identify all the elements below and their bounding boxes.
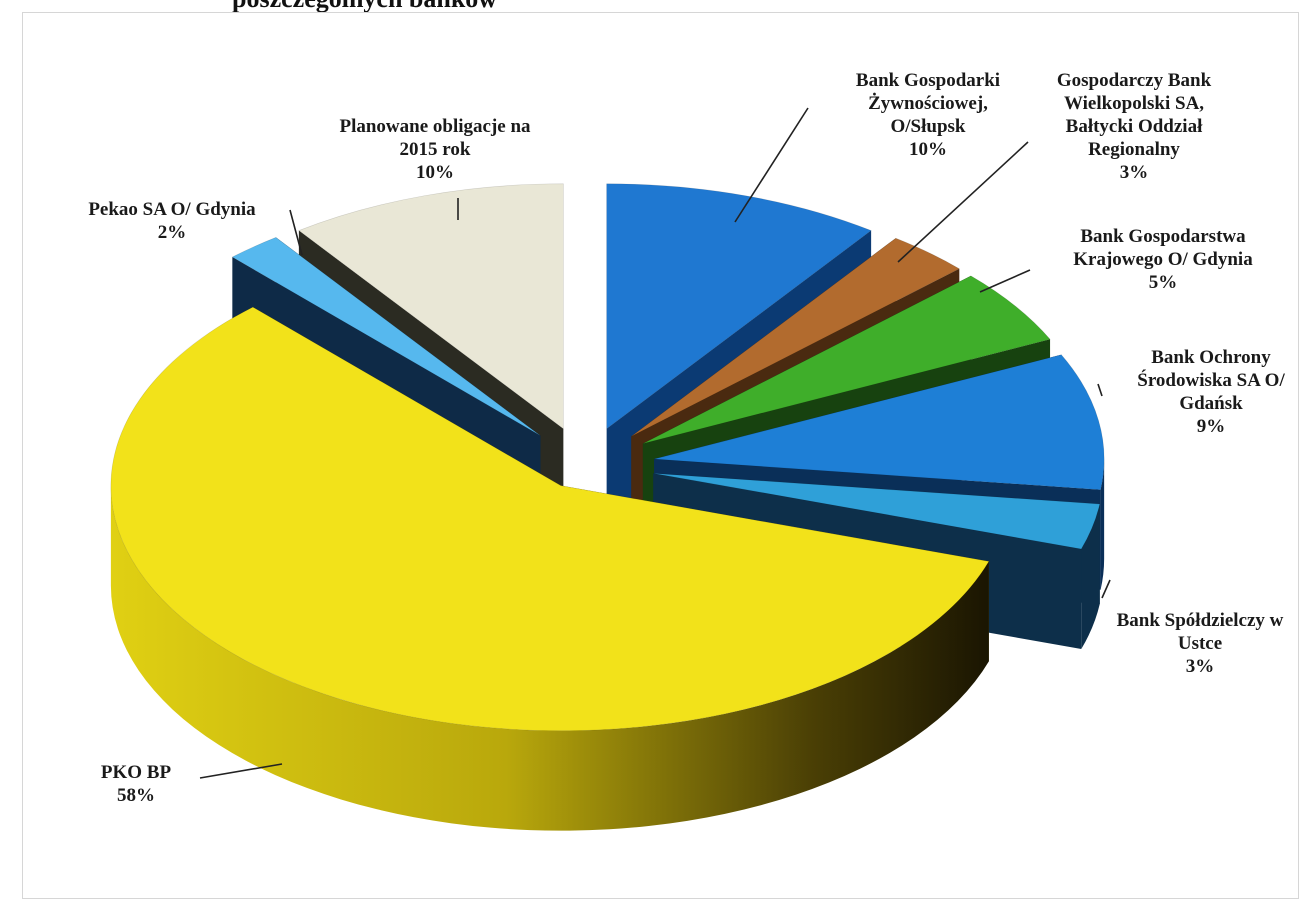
slice-label-line: Bank Spółdzielczy w — [1117, 610, 1284, 631]
pie-slice-rim — [1100, 459, 1105, 590]
slice-label-line: Środowiska SA O/ — [1137, 369, 1285, 391]
slice-label: Bank Gospodarstwa Krajowego O/ Gdynia 5% — [1073, 226, 1253, 293]
slice-percent: 10% — [416, 162, 454, 183]
leader-line — [734, 107, 809, 223]
slice-percent: 3% — [1186, 656, 1215, 677]
slice-label: Bank Gospodarki Żywnościowej, O/Słupsk 10% — [856, 70, 1000, 160]
leader-line — [289, 209, 303, 256]
slice-percent: 58% — [117, 785, 155, 806]
labels-layer: Bank Gospodarki Żywnościowej, O/Słupsk 10%G… — [88, 70, 1285, 806]
pie-slice-rim — [1081, 504, 1100, 650]
slice-label-line: Żywnościowej, — [868, 93, 988, 114]
leader-line — [897, 141, 1029, 263]
slice-label: Bank Ochrony Środowiska SA O/Gdańsk 9% — [1137, 347, 1285, 437]
slice-label-line: Gospodarczy Bank — [1057, 70, 1212, 91]
pie-slice-rim — [110, 485, 989, 831]
slice-label-line: Bałtycki Oddział — [1066, 116, 1203, 137]
slice-label: Pekao SA O/ Gdynia 2% — [88, 199, 256, 243]
slice-percent: 3% — [1120, 162, 1149, 183]
pie-slice-top — [654, 354, 1105, 491]
slice-label: Planowane obligacje na 2015 rok 10% — [339, 116, 531, 183]
leader-line — [979, 269, 1031, 293]
leader-line — [1101, 579, 1111, 599]
pie-slice-top — [642, 275, 1051, 444]
pie-slice-top — [231, 237, 541, 436]
pie-slice-top — [653, 473, 1101, 550]
leader-line — [1097, 383, 1103, 397]
pie-slice — [110, 306, 990, 831]
chart-frame — [22, 12, 1299, 899]
pie-slice-top — [631, 237, 960, 437]
slice-label-line: Planowane obligacje na — [339, 116, 531, 137]
slice-label-line: Krajowego O/ Gdynia — [1073, 249, 1253, 270]
slices-layer — [110, 183, 1105, 831]
slice-percent: 10% — [909, 139, 947, 160]
page-title: poszczególnych banków — [232, 0, 497, 14]
slice-percent: 2% — [158, 222, 187, 243]
slice-label-line: Ustce — [1178, 633, 1222, 654]
slice-label-line: Bank Ochrony — [1151, 347, 1271, 368]
pie-slice-top — [606, 183, 872, 430]
slice-label: Gospodarczy Bank Wielkopolski SA, Bałtycki… — [1057, 70, 1212, 183]
slice-percent: 9% — [1197, 416, 1226, 437]
slice-label-line: Gdańsk — [1179, 393, 1243, 414]
slice-percent: 5% — [1149, 272, 1178, 293]
pie-slice-top — [298, 183, 564, 430]
slice-label-line: Pekao SA O/ Gdynia — [88, 199, 256, 220]
slice-label: PKO BP 58% — [101, 762, 172, 806]
leader-line — [199, 763, 283, 779]
slice-label-line: Wielkopolski SA, — [1064, 93, 1204, 114]
pie-slice-top — [110, 306, 990, 731]
slice-label-line: Bank Gospodarstwa — [1080, 226, 1246, 247]
slice-label-line: PKO BP — [101, 762, 172, 783]
slice-label-line: Bank Gospodarki — [856, 70, 1000, 91]
slice-label-line: Regionalny — [1088, 139, 1180, 160]
slice-label-line: 2015 rok — [400, 139, 471, 160]
slice-label-line: O/Słupsk — [891, 116, 966, 137]
slice-label: Bank Spółdzielczy w Ustce 3% — [1117, 610, 1284, 677]
